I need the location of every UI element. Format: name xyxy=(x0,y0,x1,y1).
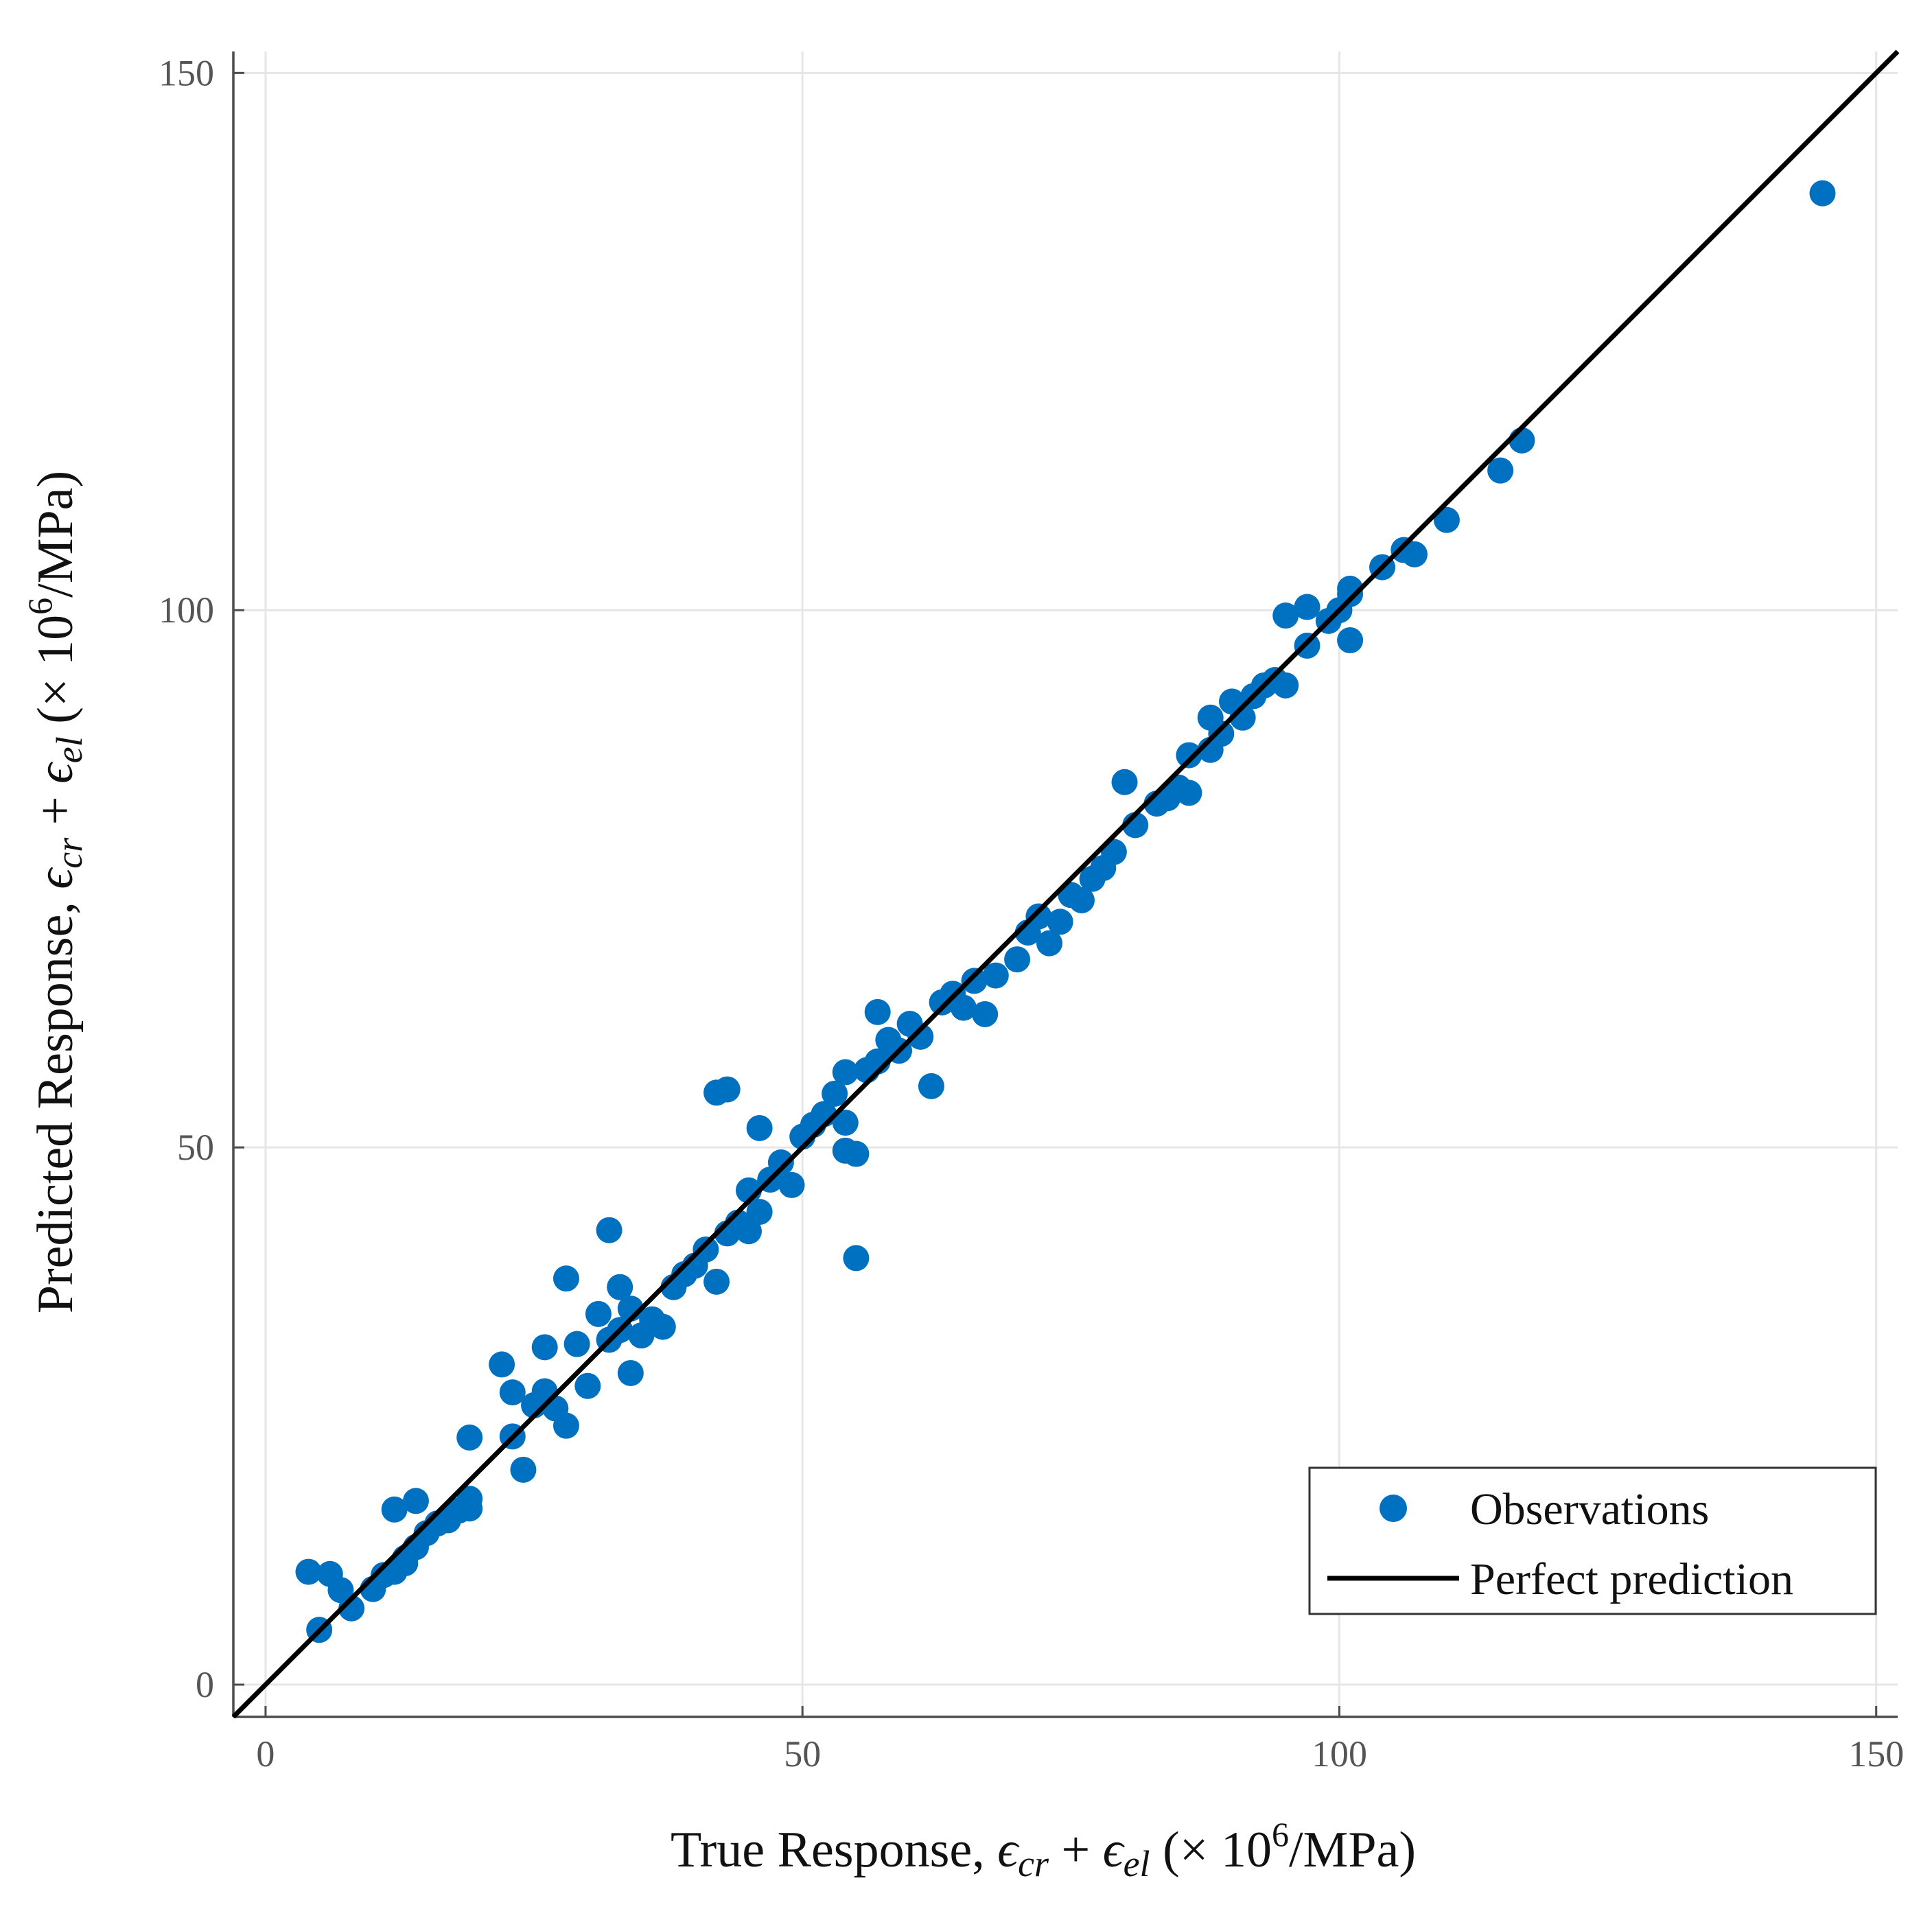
x-tick-labels: 0 50 100 150 xyxy=(256,1733,1904,1775)
observation-point xyxy=(843,1140,870,1167)
observation-point xyxy=(918,1073,944,1099)
x-tick-label: 100 xyxy=(1312,1733,1367,1775)
observation-point xyxy=(1272,672,1299,699)
observation-point xyxy=(822,1080,848,1107)
observation-point xyxy=(1401,541,1428,567)
observation-point xyxy=(1487,457,1514,484)
observation-point xyxy=(1068,887,1095,913)
observation-point xyxy=(1294,594,1320,620)
legend-perfect-prediction-label: Perfect prediction xyxy=(1470,1554,1793,1604)
observation-point xyxy=(510,1456,537,1483)
observation-point xyxy=(456,1495,483,1522)
observation-point xyxy=(746,1114,773,1141)
observation-point xyxy=(1337,627,1364,654)
observation-point xyxy=(617,1359,644,1386)
observation-point xyxy=(1433,506,1460,533)
observation-point xyxy=(381,1496,408,1523)
observation-point xyxy=(1509,427,1535,454)
legend-observations-label: Observations xyxy=(1470,1484,1709,1534)
observation-point xyxy=(1025,903,1052,930)
observation-point xyxy=(531,1334,558,1361)
observation-point xyxy=(392,1550,419,1577)
y-tick-label: 150 xyxy=(159,52,214,93)
observation-point xyxy=(1176,742,1202,769)
y-tick-label: 50 xyxy=(177,1127,214,1168)
observation-point xyxy=(1036,930,1063,957)
y-axis-label: Predicted Response, ϵcr + ϵel (× 106/MPa… xyxy=(21,471,90,1313)
y-tick-label: 100 xyxy=(159,589,214,631)
observation-point xyxy=(489,1351,515,1378)
observation-point xyxy=(1176,780,1202,806)
observation-point xyxy=(563,1331,590,1357)
observation-point xyxy=(649,1313,676,1340)
perfect-prediction-line xyxy=(231,49,1900,1719)
x-tick-label: 50 xyxy=(784,1733,821,1775)
observation-point xyxy=(553,1265,579,1292)
grid xyxy=(233,51,1898,1717)
x-axis-label: True Response, ϵcr + ϵel (× 106/MPa) xyxy=(671,1815,1416,1884)
observation-point xyxy=(553,1412,579,1439)
observation-point xyxy=(1809,180,1836,207)
observation-point xyxy=(746,1199,773,1226)
observation-point xyxy=(295,1558,322,1585)
observation-point xyxy=(950,994,977,1021)
observation-point xyxy=(499,1379,526,1406)
observation-point xyxy=(832,1110,859,1136)
legend-box xyxy=(1308,1466,1877,1615)
observation-point xyxy=(843,1245,870,1272)
observation-point xyxy=(1208,721,1235,747)
observation-point xyxy=(778,1171,805,1198)
observation-point xyxy=(693,1236,719,1263)
observation-point xyxy=(1272,602,1299,629)
observation-point xyxy=(864,998,891,1025)
observation-point xyxy=(1111,769,1138,795)
observation-point xyxy=(982,962,1009,989)
observation-point xyxy=(735,1218,762,1245)
observation-point xyxy=(596,1217,622,1243)
x-tick-label: 0 xyxy=(256,1733,275,1775)
y-tick-label: 0 xyxy=(196,1664,214,1705)
observation-point xyxy=(961,968,988,994)
observation-point xyxy=(574,1372,601,1399)
observation-point xyxy=(402,1488,429,1514)
observation-point xyxy=(972,1000,999,1027)
observation-point xyxy=(703,1268,730,1295)
observation-point xyxy=(907,1023,934,1050)
observation-point xyxy=(767,1149,794,1176)
observation-point xyxy=(456,1424,483,1451)
axes xyxy=(232,51,1898,1718)
legend: Observations Perfect prediction xyxy=(1308,1466,1877,1615)
observation-point xyxy=(714,1076,741,1103)
observation-point xyxy=(607,1274,633,1300)
observation-point xyxy=(585,1300,612,1327)
legend-observations-marker xyxy=(1380,1495,1407,1522)
observation-point xyxy=(1004,946,1031,973)
x-tick-label: 150 xyxy=(1848,1733,1904,1775)
y-tick-labels: 0 50 100 150 xyxy=(159,52,214,1705)
observation-point xyxy=(832,1059,859,1086)
observation-point xyxy=(1047,909,1073,935)
